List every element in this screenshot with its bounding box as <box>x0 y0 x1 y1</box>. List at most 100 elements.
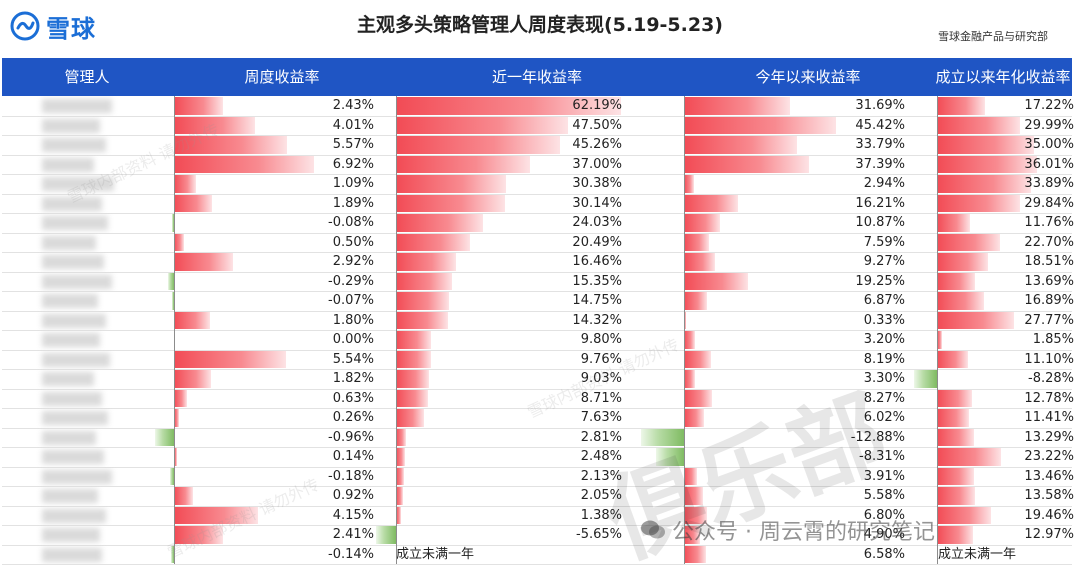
manager-name-redacted <box>42 235 96 250</box>
week-bar <box>174 311 211 329</box>
year-bar <box>396 331 432 349</box>
ytd-bar <box>684 136 798 154</box>
year-value: 2.13% <box>580 468 622 484</box>
table-row: -0.18% 2.13% 3.91% 13.46% <box>2 467 1074 487</box>
table-row: 1.82% 9.03% 3.30% -8.28% <box>2 369 1074 390</box>
week-value: -0.07% <box>328 293 374 308</box>
week-value: -0.08% <box>328 215 374 230</box>
ytd-value: -12.88% <box>850 429 905 445</box>
week-value: 2.92% <box>332 254 374 269</box>
annual-bar <box>937 487 975 505</box>
year-value: -5.65% <box>576 527 622 542</box>
annual-value: 1.85% <box>1032 332 1074 347</box>
table-row: 2.41% -5.65% 4.90% 12.97% <box>2 525 1074 546</box>
ytd-bar <box>684 311 686 329</box>
week-bar <box>174 389 187 407</box>
annual-bar <box>914 370 937 388</box>
annual-bar <box>937 233 1001 251</box>
ytd-value: 6.02% <box>863 410 905 425</box>
year-bar <box>396 175 506 193</box>
manager-name-cell <box>2 194 172 214</box>
year-value: 9.03% <box>580 371 622 386</box>
manager-name-redacted <box>42 333 100 347</box>
table-row: 0.00% 9.80% 3.20% 1.85% <box>2 330 1074 351</box>
week-value: -0.29% <box>328 273 374 289</box>
manager-name-redacted <box>42 352 110 367</box>
table-row: 0.50% 20.49% 7.59% 22.70% <box>2 233 1074 253</box>
year-value: 16.46% <box>572 254 622 269</box>
annual-bar <box>937 389 973 407</box>
year-value: 30.14% <box>572 195 622 211</box>
week-value: 0.92% <box>332 488 374 503</box>
manager-name-cell <box>2 252 172 272</box>
manager-name-redacted <box>42 294 98 308</box>
year-bar <box>396 467 404 485</box>
annual-value: 13.58% <box>1024 488 1074 503</box>
ytd-value: 3.20% <box>863 332 905 347</box>
week-value: 1.82% <box>332 371 374 386</box>
manager-name-cell <box>2 525 172 545</box>
annual-bar <box>937 214 970 232</box>
ytd-value: 6.58% <box>863 546 905 562</box>
year-value: 9.76% <box>580 351 622 367</box>
manager-name-redacted <box>42 255 104 269</box>
week-bar <box>174 233 185 251</box>
annual-value: 11.76% <box>1024 215 1074 230</box>
year-bar <box>396 116 568 134</box>
year-value: 9.80% <box>580 332 622 347</box>
annual-value: 35.00% <box>1024 137 1074 152</box>
annual-value: 23.22% <box>1024 449 1074 464</box>
week-bar <box>174 409 180 427</box>
week-bar <box>170 467 174 485</box>
ytd-value: 9.27% <box>863 254 905 269</box>
week-value: 0.50% <box>332 234 374 250</box>
year-bar <box>396 253 456 271</box>
year-bar <box>396 311 448 329</box>
ytd-value: 6.80% <box>863 507 905 523</box>
manager-name-cell <box>2 506 172 526</box>
week-value: 0.14% <box>332 449 374 464</box>
manager-name-redacted <box>42 430 96 445</box>
manager-name-redacted <box>42 411 108 425</box>
annual-bar <box>937 136 1035 154</box>
manager-name-redacted <box>42 489 98 503</box>
week-bar <box>174 97 224 115</box>
ytd-value: 10.87% <box>855 215 905 230</box>
ytd-bar <box>684 194 739 212</box>
year-bar <box>396 272 452 290</box>
annual-bar <box>937 506 992 524</box>
annual-value: 12.97% <box>1024 527 1074 542</box>
ytd-value: 16.21% <box>855 195 905 211</box>
year-bar <box>396 428 407 446</box>
manager-name-redacted <box>42 391 102 406</box>
manager-name-redacted <box>42 216 108 230</box>
table-row: 0.92% 2.05% 5.58% 13.58% <box>2 486 1074 507</box>
table-row: 4.01% 47.50% 45.42% 29.99% <box>2 116 1074 136</box>
manager-name-cell <box>2 233 172 253</box>
manager-name-cell <box>2 135 172 155</box>
ytd-bar <box>684 214 721 232</box>
manager-name-cell <box>2 330 172 350</box>
annual-value: 11.10% <box>1024 351 1074 367</box>
ytd-zero-axis <box>684 96 685 564</box>
week-bar <box>174 155 314 173</box>
week-bar <box>172 292 174 310</box>
table-row: -0.96% 2.81% -12.88% 13.29% <box>2 428 1074 448</box>
year-value: 45.26% <box>572 137 622 152</box>
manager-name-cell <box>2 408 172 428</box>
annual-bar <box>937 253 989 271</box>
annual-bar <box>937 448 1002 466</box>
manager-name-cell <box>2 155 172 175</box>
table-row: 5.54% 9.76% 8.19% 11.10% <box>2 350 1074 370</box>
week-value: 0.63% <box>332 390 374 406</box>
ytd-value: 5.58% <box>863 488 905 503</box>
annual-bar <box>937 97 985 115</box>
annual-bar <box>937 272 976 290</box>
annual-value: 13.29% <box>1024 429 1074 445</box>
year-value: 37.00% <box>572 156 622 172</box>
ytd-value: 2.94% <box>863 176 905 191</box>
annual-value: 29.99% <box>1024 117 1074 133</box>
week-value: -0.14% <box>328 546 374 562</box>
manager-name-cell <box>2 486 172 506</box>
year-bar <box>396 214 483 232</box>
